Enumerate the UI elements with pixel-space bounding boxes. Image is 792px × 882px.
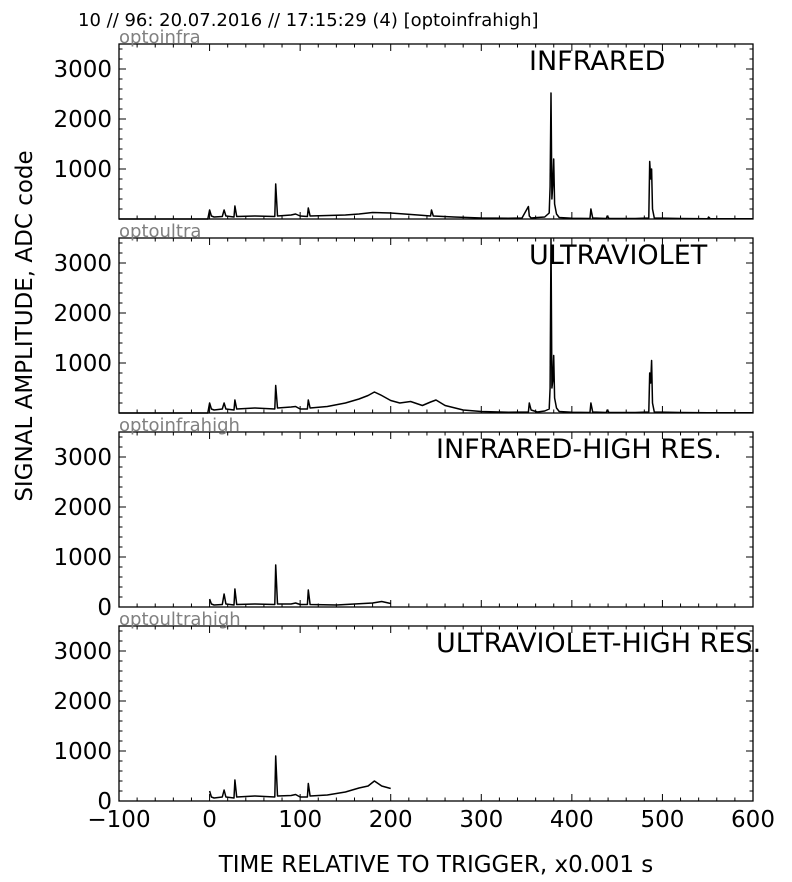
panel-frame-optoultra (118, 237, 754, 414)
y-tick-label: 1000 (53, 351, 112, 377)
y-tick-label: 3000 (53, 639, 112, 665)
y-tick-label: 2000 (53, 689, 112, 715)
x-tick-label: 200 (369, 807, 413, 833)
y-axis-label: SIGNAL AMPLITUDE, ADC code (12, 150, 38, 501)
panel-frame-optoultrahigh (118, 625, 754, 802)
panel-frame-optoinfrahigh (118, 431, 754, 608)
channel-label-optoinfra: optoinfra (119, 27, 201, 48)
panel-title-optoinfra: INFRARED (529, 46, 665, 77)
panel-title-optoultrahigh: ULTRAVIOLET-HIGH RES. (436, 628, 761, 659)
channel-label-optoultra: optoultra (119, 221, 201, 242)
y-tick-label: 2000 (53, 107, 112, 133)
x-tick-label: 100 (278, 807, 322, 833)
x-axis-label: TIME RELATIVE TO TRIGGER, x0.001 s (218, 852, 654, 878)
y-tick-label: 3000 (53, 57, 112, 83)
x-tick-label: −100 (87, 807, 150, 833)
panel-title-optoultra: ULTRAVIOLET (529, 240, 708, 271)
x-tick-label: 500 (640, 807, 684, 833)
figure-header-title: 10 // 96: 20.07.2016 // 17:15:29 (4) [op… (78, 10, 539, 31)
y-tick-label: 0 (97, 789, 112, 815)
x-tick-label: 300 (459, 807, 503, 833)
channel-label-optoinfrahigh: optoinfrahigh (119, 415, 240, 436)
y-tick-label: 3000 (53, 251, 112, 277)
y-tick-label: 1000 (53, 739, 112, 765)
signal-trace-optoultrahigh (208, 755, 391, 799)
panel-title-optoinfrahigh: INFRARED-HIGH RES. (436, 434, 722, 465)
x-tick-label: 400 (550, 807, 594, 833)
y-tick-label: 3000 (53, 445, 112, 471)
panels-group: 100020003000optoinfraINFRARED10002000300… (53, 27, 775, 833)
channel-label-optoultrahigh: optoultrahigh (119, 609, 241, 630)
y-tick-label: 2000 (53, 301, 112, 327)
y-tick-label: 1000 (53, 157, 112, 183)
y-tick-label: 1000 (53, 545, 112, 571)
y-tick-label: 0 (97, 595, 112, 621)
signal-trace-optoinfrahigh (208, 564, 391, 606)
x-tick-label: 600 (731, 807, 775, 833)
x-tick-label: 0 (202, 807, 217, 833)
y-tick-label: 2000 (53, 495, 112, 521)
signal-trace-optoinfra (119, 92, 753, 220)
signal-trace-optoultra (119, 238, 753, 414)
panel-frame-optoinfra (118, 43, 754, 220)
